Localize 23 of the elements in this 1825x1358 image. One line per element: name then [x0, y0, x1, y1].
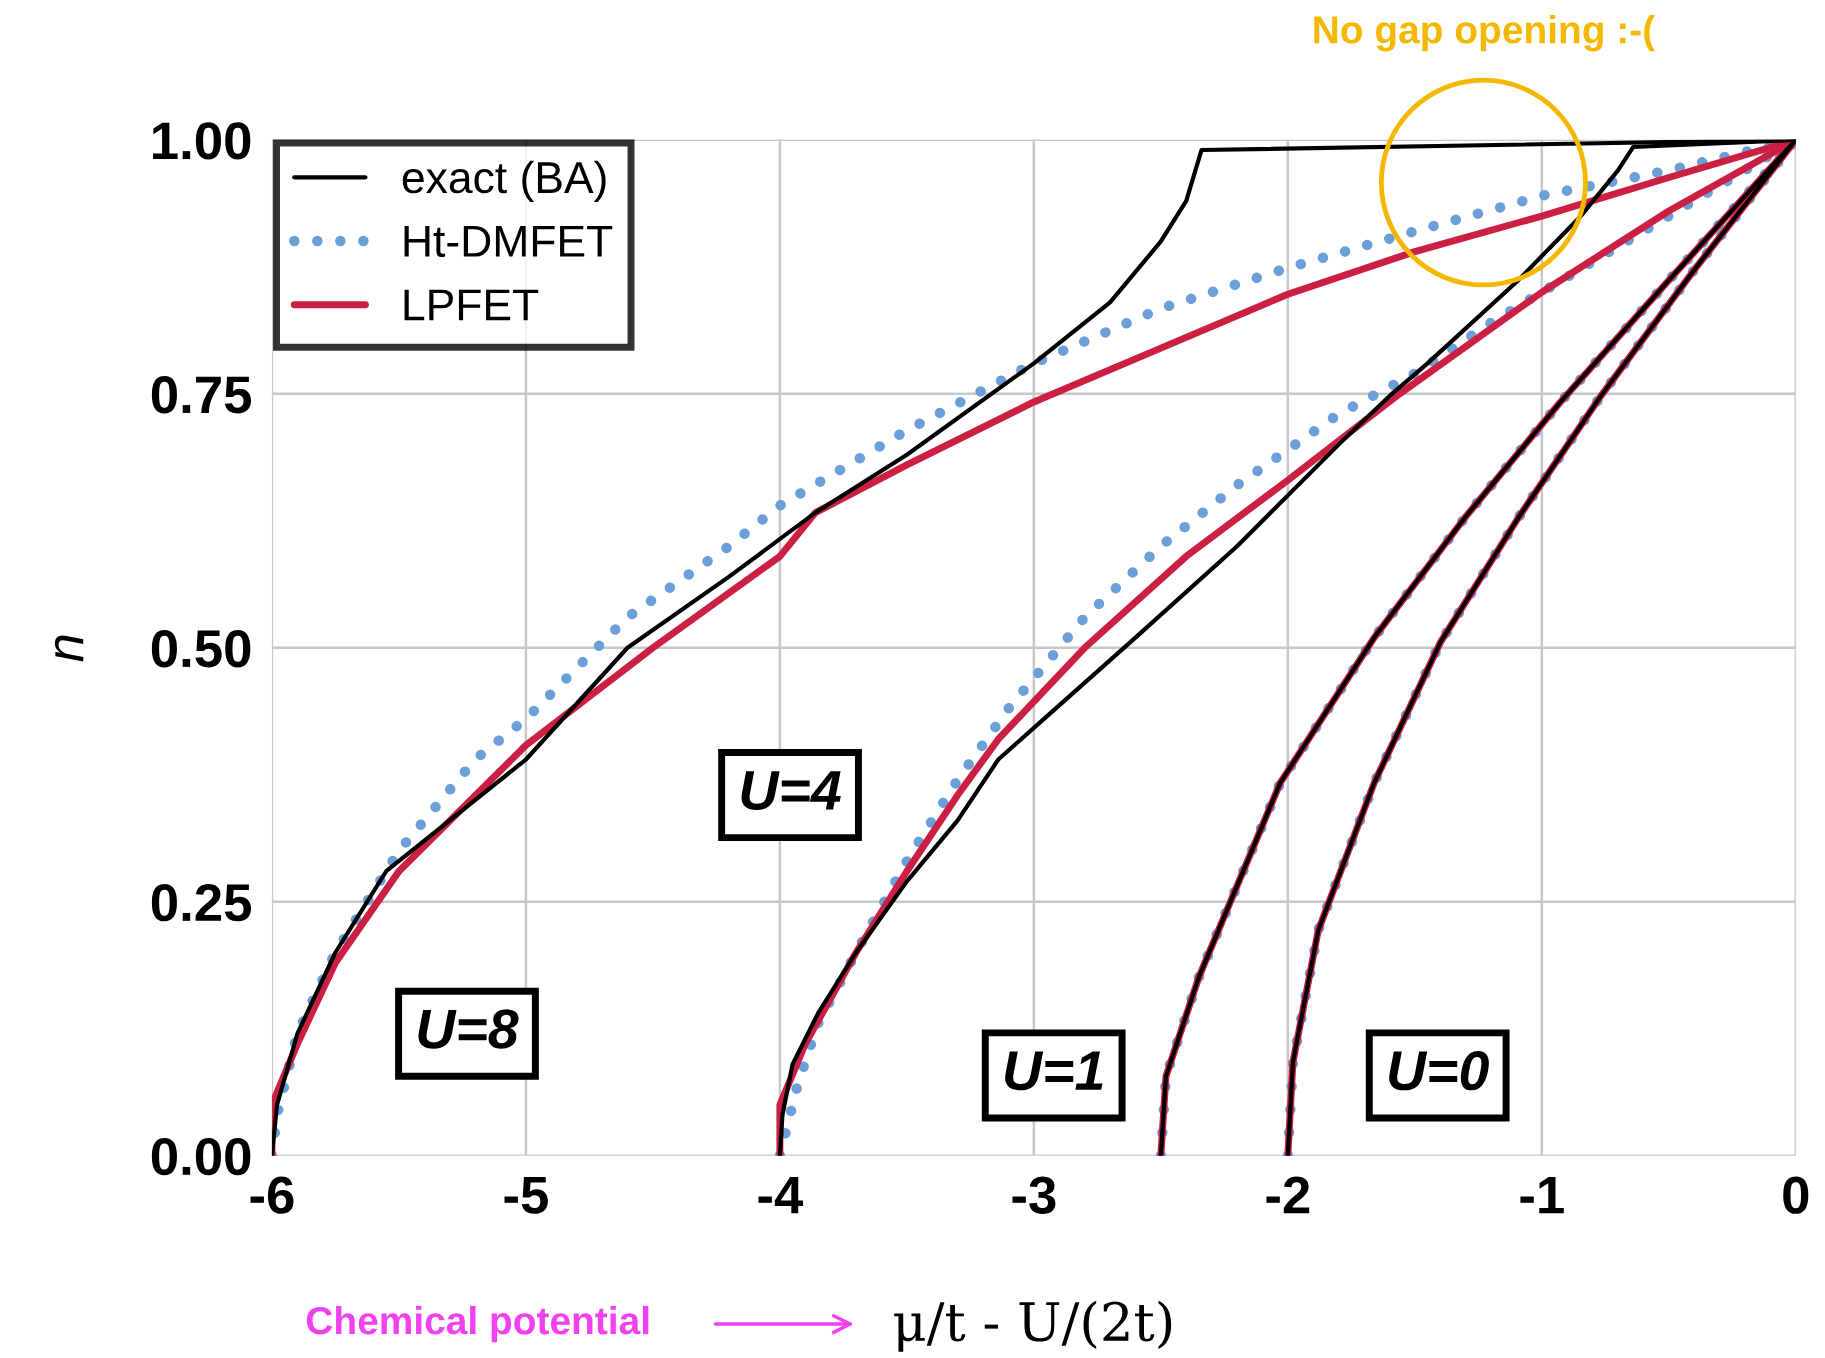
x-axis-title: μ/t - U/(2t): [894, 1300, 1172, 1352]
annotation: U=4: [741, 771, 841, 810]
legend-label: exact (BA): [402, 160, 606, 203]
y-tick-label: 0.00: [151, 1137, 251, 1176]
x-tick-label: -2: [1266, 1176, 1310, 1214]
legend-label: LPFET: [404, 289, 539, 321]
y-tick-label: 0.50: [151, 630, 251, 668]
x-tick-label: -6: [250, 1176, 294, 1214]
x-tick-label: -4: [758, 1177, 804, 1214]
annotation: U=8: [418, 1009, 519, 1049]
text: Chemical potential: [306, 1305, 649, 1343]
y-tick-label: 1.00: [153, 122, 251, 160]
y-tick-label: 0.25: [151, 883, 252, 922]
y-tick-label: 0.75: [151, 376, 252, 414]
x-tick-label: -5: [504, 1177, 548, 1214]
annotation: U=0: [1389, 1050, 1489, 1091]
x-tick-label: -3: [1012, 1176, 1056, 1214]
text: No gap opening :-(: [1314, 15, 1656, 52]
x-tick-label: -1: [1520, 1177, 1564, 1214]
legend-label: Ht-DMFET: [404, 225, 613, 257]
y-axis-title: n: [54, 635, 84, 662]
x-tick-label: 0: [1783, 1176, 1809, 1214]
annotation: U=1: [1005, 1051, 1103, 1091]
